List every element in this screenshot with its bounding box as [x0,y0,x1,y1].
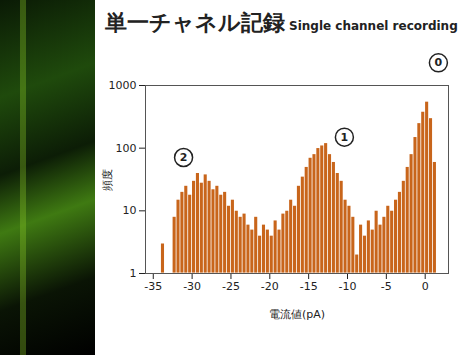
svg-text:100: 100 [116,142,137,155]
svg-text:-20: -20 [261,280,279,293]
svg-text:-15: -15 [300,280,318,293]
svg-text:1000: 1000 [109,79,137,92]
svg-text:10: 10 [123,204,137,217]
svg-text:1: 1 [130,267,137,280]
svg-text:-10: -10 [339,280,357,293]
svg-text:-35: -35 [144,280,162,293]
svg-text:-30: -30 [183,280,201,293]
svg-text:電流値(pA): 電流値(pA) [269,308,325,321]
svg-text:1: 1 [341,131,349,144]
svg-text:頻度: 頻度 [101,169,114,191]
svg-text:2: 2 [180,151,188,164]
svg-text:0: 0 [422,280,429,293]
svg-text:-25: -25 [222,280,240,293]
html-text:単一チャネル記録 Single channel record: 単一チャネル記録 Single channel recording [105,10,458,35]
svg-text:0: 0 [435,56,443,69]
svg-text:-5: -5 [381,280,392,293]
